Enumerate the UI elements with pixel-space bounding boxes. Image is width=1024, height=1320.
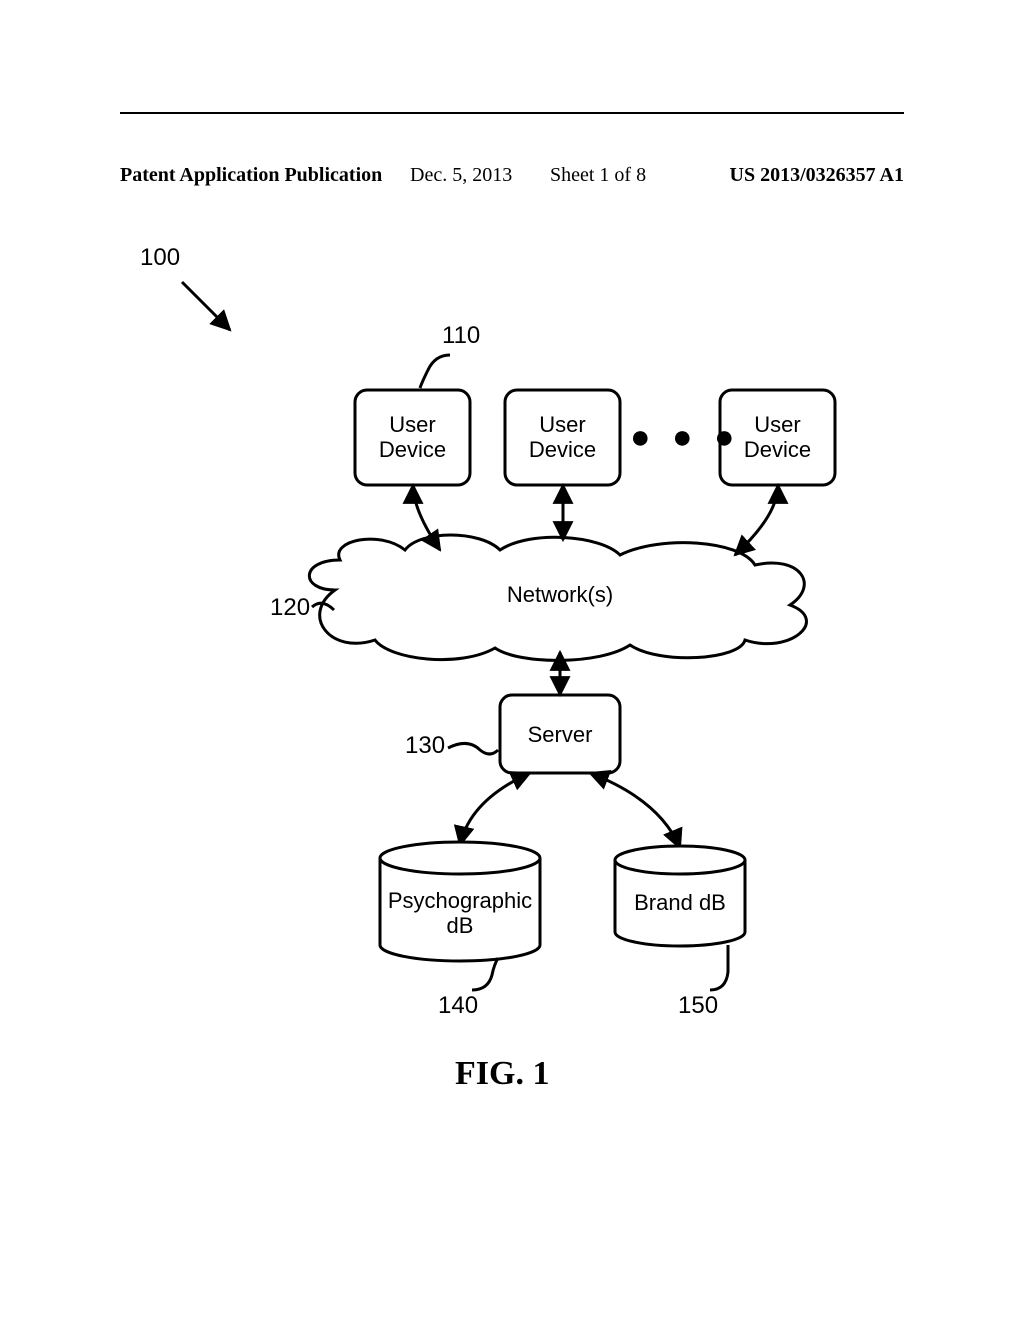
figure-caption: FIG. 1 bbox=[455, 1055, 549, 1093]
figure-svg bbox=[0, 0, 1024, 1320]
server-label: Server bbox=[500, 722, 620, 748]
ref-110-leader bbox=[420, 355, 450, 388]
user-device-1-l2: Device bbox=[355, 437, 470, 463]
user-device-2-l2: Device bbox=[505, 437, 620, 463]
ref-130-leader bbox=[448, 743, 498, 754]
user-device-2-l1: User bbox=[505, 412, 620, 438]
edge-device3-network bbox=[735, 485, 778, 555]
ref-150-leader bbox=[710, 945, 728, 990]
device-ellipsis: ● ● ● bbox=[630, 418, 741, 457]
ref-120-leader bbox=[312, 603, 334, 610]
network-label: Network(s) bbox=[460, 582, 660, 608]
db2-top bbox=[615, 846, 745, 874]
page: { "header": { "left": "Patent Applicatio… bbox=[0, 0, 1024, 1320]
edge-server-db1 bbox=[460, 773, 530, 845]
ref-110: 110 bbox=[442, 322, 480, 350]
ref-150: 150 bbox=[678, 992, 718, 1020]
db1-label-l1: Psychographic bbox=[380, 888, 540, 914]
user-device-1-l1: User bbox=[355, 412, 470, 438]
ref-140: 140 bbox=[438, 992, 478, 1020]
ref-130: 130 bbox=[405, 732, 445, 760]
db1-top bbox=[380, 842, 540, 874]
ref-100-arrow bbox=[182, 282, 230, 330]
db1-label-l2: dB bbox=[380, 913, 540, 939]
ref-100: 100 bbox=[140, 244, 180, 272]
ref-140-leader bbox=[472, 958, 498, 990]
db2-label: Brand dB bbox=[615, 890, 745, 916]
ref-120: 120 bbox=[270, 594, 310, 622]
edge-server-db2 bbox=[590, 773, 680, 848]
